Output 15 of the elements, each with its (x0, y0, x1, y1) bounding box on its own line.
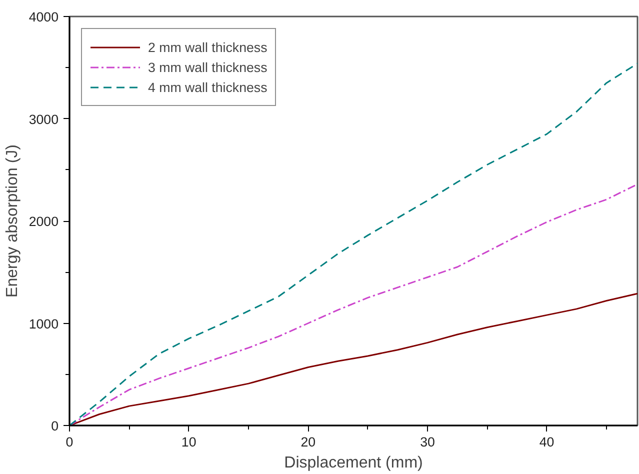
y-axis-title: Energy absorption (J) (4, 144, 21, 298)
x-tick-label: 40 (539, 434, 554, 450)
legend-label: 3 mm wall thickness (148, 60, 268, 74)
y-tick-label: 3000 (28, 112, 59, 127)
x-tick-label: 10 (181, 434, 196, 450)
x-axis-title: Displacement (mm) (284, 454, 423, 472)
x-tick-label: 30 (420, 434, 435, 450)
y-tick-label: 1000 (28, 316, 59, 332)
x-tick-label: 0 (66, 434, 74, 450)
legend-label: 2 mm wall thickness (148, 40, 268, 54)
y-tick-label: 0 (51, 418, 59, 434)
y-tick-label: 4000 (28, 10, 59, 24)
x-tick-label: 20 (300, 434, 316, 450)
legend-label: 4 mm wall thickness (148, 80, 268, 94)
y-tick-label: 2000 (28, 214, 59, 229)
